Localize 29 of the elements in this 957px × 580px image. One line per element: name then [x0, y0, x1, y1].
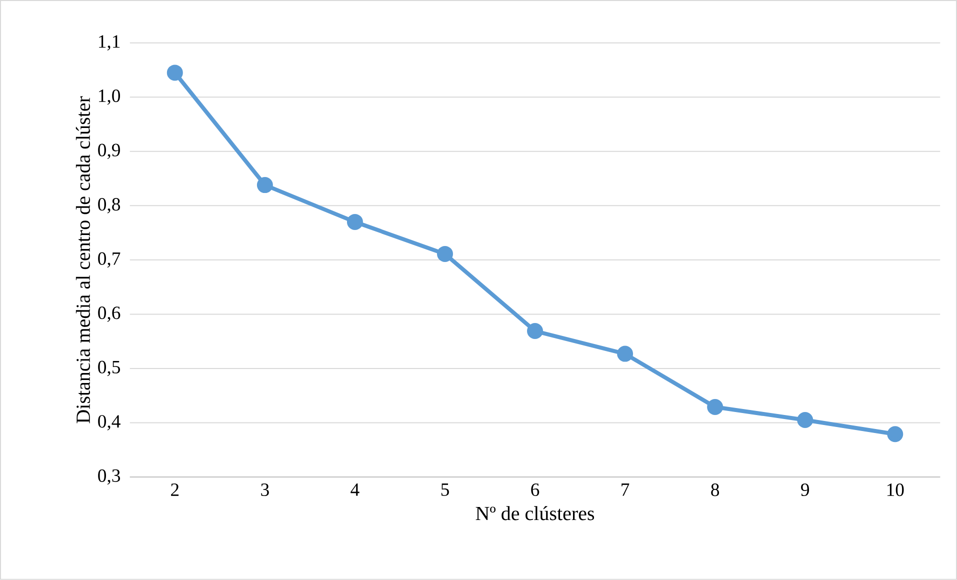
- point: [887, 426, 904, 442]
- y-tick-label: 0,4: [98, 415, 120, 430]
- point: [707, 399, 724, 416]
- point: [256, 177, 273, 194]
- x-axis-title: Nº de clústeres: [476, 506, 594, 520]
- y-tick-label: 0,7: [98, 252, 120, 268]
- x-tick-label: 4: [350, 484, 360, 496]
- y-tick-label: 1,0: [99, 90, 120, 105]
- y-axis-title: Distancia media al centro de cada clúster: [76, 96, 90, 424]
- x-tick-label: 8: [711, 484, 720, 496]
- point: [436, 246, 453, 262]
- x-tick-label: 2: [171, 484, 179, 496]
- point: [346, 214, 363, 230]
- x-tick-label: 7: [622, 484, 630, 496]
- x-tick-label: 9: [801, 484, 810, 496]
- y-tick-label: 1,1: [99, 35, 120, 51]
- x-tick-label: 3: [261, 484, 269, 496]
- y-tick-label: 0,9: [98, 144, 120, 160]
- y-tick-label: 0,6: [98, 306, 120, 322]
- y-tick-label: 0,3: [98, 469, 120, 485]
- y-tick-label: 0,8: [98, 198, 120, 214]
- point: [527, 323, 544, 340]
- point: [166, 64, 183, 81]
- x-tick-label: 10: [887, 484, 904, 496]
- point: [797, 412, 814, 428]
- x-tick-label: 6: [531, 484, 540, 496]
- point: [617, 346, 634, 362]
- y-tick-label: 0,5: [98, 360, 120, 376]
- x-tick-label: 5: [441, 484, 449, 496]
